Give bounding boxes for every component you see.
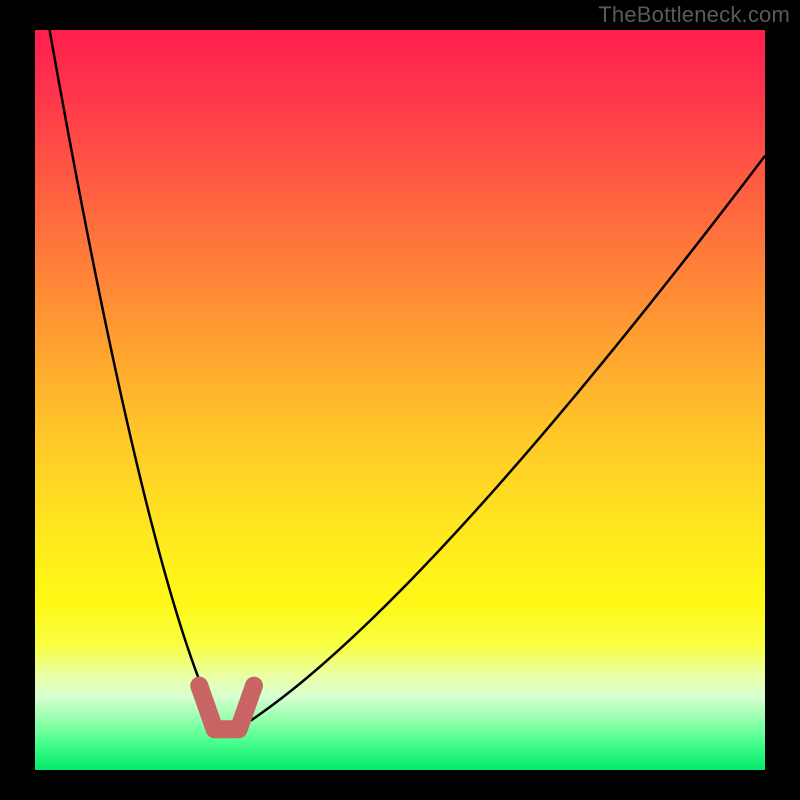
bottleneck-chart [0, 0, 800, 800]
watermark-text: TheBottleneck.com [598, 2, 790, 28]
plot-background [35, 30, 765, 770]
